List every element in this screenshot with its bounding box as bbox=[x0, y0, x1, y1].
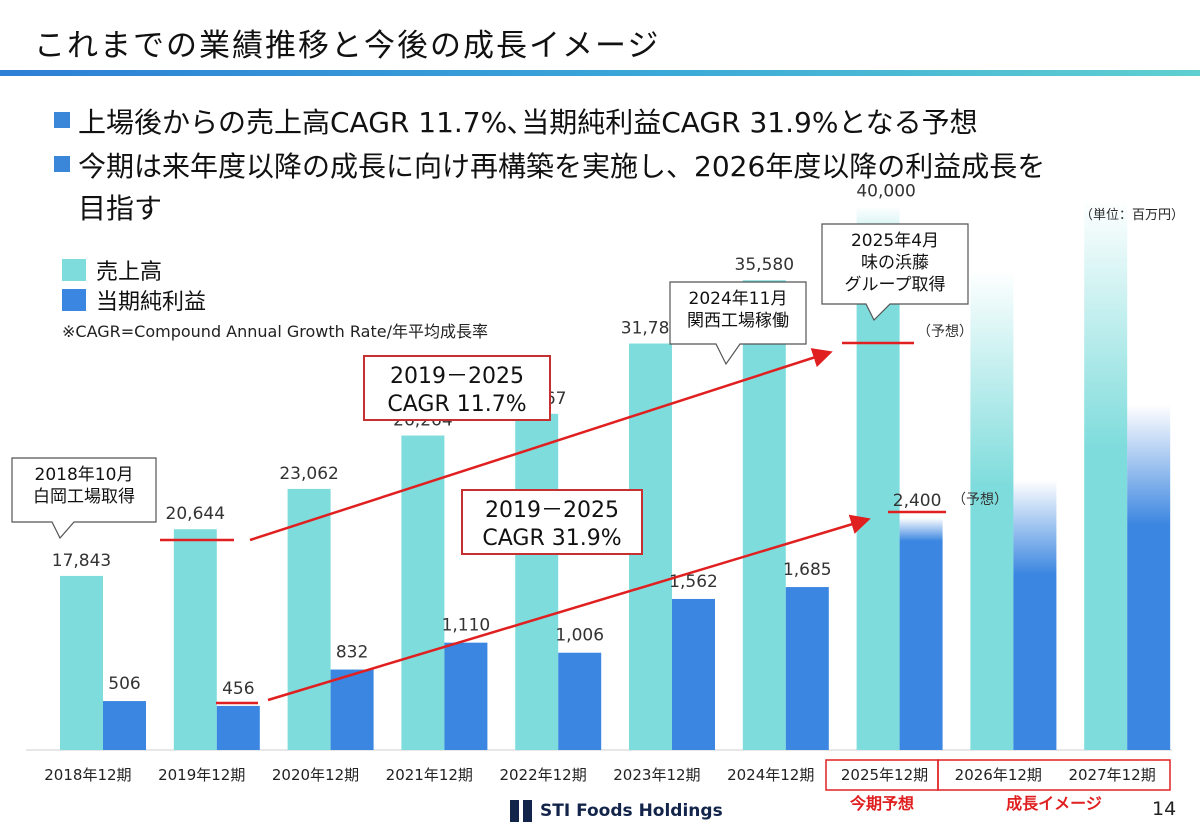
data-label-sales: 20,644 bbox=[166, 504, 225, 524]
bar-profit-7 bbox=[785, 587, 829, 750]
callout-1-line: 白岡工場取得 bbox=[33, 487, 135, 507]
company-name: STI Foods Holdings bbox=[540, 801, 723, 821]
bar-profit-8 bbox=[899, 517, 943, 750]
bar-profit-4 bbox=[444, 642, 488, 750]
legend-item-sales: 売上高 bbox=[62, 254, 162, 286]
bar-profit-10 bbox=[1127, 405, 1171, 750]
data-label-profit: 1,006 bbox=[555, 626, 604, 646]
x-tick-label: 2023年12期 bbox=[613, 766, 700, 784]
bar-profit-9 bbox=[1013, 480, 1057, 750]
legend-item-profit: 当期純利益 bbox=[62, 284, 206, 316]
callout-3-line: 2025年4月 bbox=[851, 231, 939, 251]
cagr-box-2-line: 2019－2025 bbox=[485, 498, 619, 523]
data-label-profit: 2,400 bbox=[893, 491, 942, 511]
logo-mark-icon bbox=[510, 800, 532, 822]
bar-profit-3 bbox=[330, 669, 374, 750]
data-label-sales: 40,000 bbox=[856, 182, 915, 202]
legend-label-profit: 当期純利益 bbox=[96, 290, 207, 315]
data-label-sales: 17,843 bbox=[52, 551, 111, 571]
data-label-sales: 23,062 bbox=[279, 464, 338, 484]
cagr-arrow-profit bbox=[267, 514, 871, 702]
data-label-profit: 1,685 bbox=[783, 560, 832, 580]
bullet-2-continuation: 目指す bbox=[78, 192, 163, 225]
cagr-box-1-line: 2019－2025 bbox=[390, 364, 524, 389]
bar-sales-9 bbox=[970, 270, 1014, 750]
legend-swatch-profit bbox=[62, 289, 86, 311]
x-tick-label: 2018年12期 bbox=[44, 766, 131, 784]
bullet-2-text: 今期は来年度以降の成長に向け再構築を実施し、2026年度以降の利益成長を bbox=[78, 150, 1046, 183]
callout-2-line: 関西工場稼働 bbox=[687, 311, 789, 331]
legend-swatch-sales bbox=[62, 259, 86, 281]
bar-profit-1 bbox=[103, 701, 146, 750]
bullet-1-text: 上場後からの売上高CAGR 11.7%､当期純利益CAGR 31.9%となる予想 bbox=[78, 106, 978, 139]
bar-sales-2 bbox=[173, 529, 217, 750]
x-tick-label: 2021年12期 bbox=[386, 766, 473, 784]
bar-profit-2 bbox=[216, 705, 260, 750]
page-title: これまでの業績推移と今後の成長イメージ bbox=[34, 28, 661, 64]
bullet-square-icon bbox=[54, 112, 70, 128]
data-label-sales: 35,580 bbox=[735, 255, 794, 275]
callout-2 bbox=[669, 281, 807, 366]
bullet-square-icon bbox=[54, 156, 70, 172]
bar-sales-10 bbox=[1084, 200, 1128, 750]
bar-profit-6 bbox=[672, 598, 715, 750]
x-tick-label: 2025年12期 bbox=[841, 766, 928, 784]
cagr-box-2 bbox=[461, 489, 643, 555]
data-label-profit: 456 bbox=[222, 679, 254, 699]
forecast-suffix-profit: （予想） bbox=[952, 492, 1008, 508]
bar-sales-7 bbox=[742, 280, 786, 750]
bar-sales-3 bbox=[287, 488, 331, 750]
cagr-arrow-sales bbox=[249, 348, 833, 542]
cagr-box-1 bbox=[363, 355, 551, 421]
bottom-label-2: 成長イメージ bbox=[1006, 794, 1102, 813]
bar-sales-4 bbox=[401, 435, 445, 750]
x-tick-label: 2019年12期 bbox=[158, 766, 245, 784]
legend-label-sales: 売上高 bbox=[96, 260, 163, 285]
x-tick-label: 2020年12期 bbox=[272, 766, 359, 784]
x-tick-label: 2027年12期 bbox=[1068, 766, 1155, 784]
x-tick-label: 2026年12期 bbox=[955, 766, 1042, 784]
company-logo: STI Foods Holdings bbox=[510, 800, 723, 822]
title-divider bbox=[0, 70, 1200, 76]
data-label-profit: 832 bbox=[336, 643, 368, 663]
x-tick-label: 2024年12期 bbox=[727, 766, 814, 784]
cagr-box-1-line: CAGR 11.7% bbox=[387, 392, 526, 417]
page-number: 14 bbox=[1152, 798, 1177, 820]
callout-1-line: 2018年10月 bbox=[35, 465, 134, 485]
bullet-1: 上場後からの売上高CAGR 11.7%､当期純利益CAGR 31.9%となる予想 bbox=[54, 104, 978, 142]
bullet-2: 今期は来年度以降の成長に向け再構築を実施し、2026年度以降の利益成長を bbox=[54, 148, 1045, 186]
callout-1 bbox=[11, 457, 157, 540]
forecast-suffix-sales: （予想） bbox=[917, 324, 973, 340]
bar-profit-5 bbox=[558, 652, 602, 750]
data-label-sales: 31,784 bbox=[621, 319, 680, 339]
data-label-profit: 1,562 bbox=[669, 572, 718, 592]
data-label-profit: 506 bbox=[108, 674, 140, 694]
callout-3-line: グループ取得 bbox=[845, 275, 946, 295]
callout-3 bbox=[821, 223, 969, 322]
callout-2-line: 2024年11月 bbox=[689, 289, 788, 309]
cagr-box-2-line: CAGR 31.9% bbox=[482, 526, 621, 551]
cagr-note: ※CAGR=Compound Annual Growth Rate/年平均成長率 bbox=[62, 322, 488, 341]
x-tick-label: 2022年12期 bbox=[499, 766, 586, 784]
callout-3-line: 味の浜藤 bbox=[861, 253, 929, 273]
bar-sales-5 bbox=[515, 413, 559, 750]
data-label-profit: 1,110 bbox=[442, 616, 491, 636]
bar-sales-1 bbox=[60, 575, 103, 750]
highlight-box-2 bbox=[937, 759, 1171, 791]
bottom-label-1: 今期予想 bbox=[849, 794, 914, 813]
